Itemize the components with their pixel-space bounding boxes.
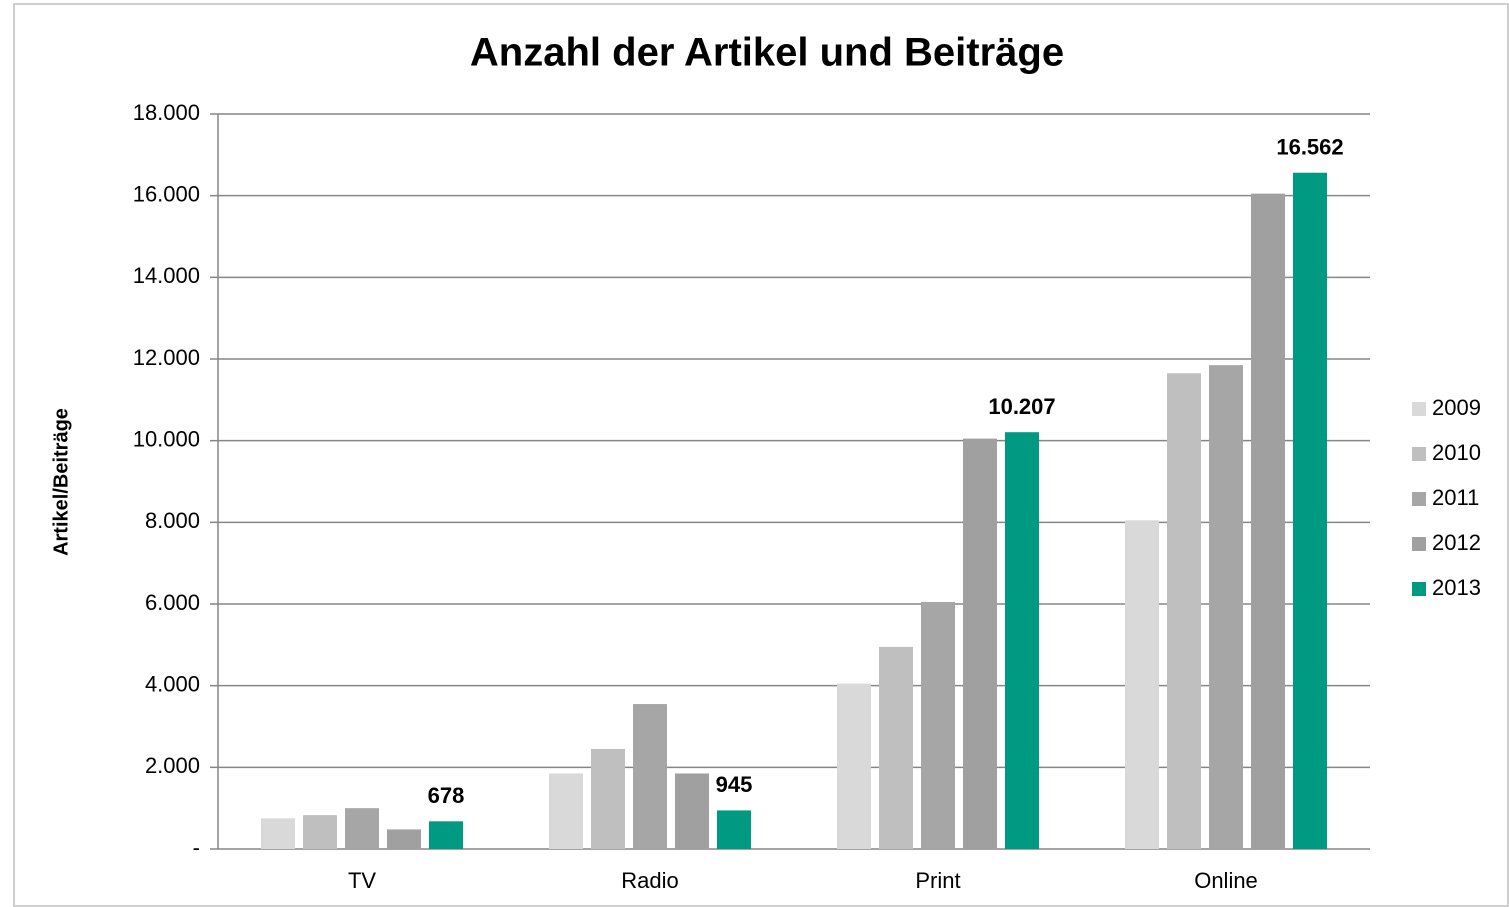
bar — [1251, 193, 1285, 849]
bar — [1125, 520, 1159, 849]
legend-label: 2009 — [1432, 395, 1481, 420]
chart-title: Anzahl der Artikel und Beiträge — [470, 31, 1064, 75]
y-axis-label: Artikel/Beiträge — [50, 408, 72, 556]
bar — [261, 818, 295, 849]
bar — [345, 808, 379, 849]
y-tick-label: 18.000 — [133, 100, 200, 125]
x-tick-label: Print — [915, 868, 960, 893]
y-tick-label: 4.000 — [145, 671, 200, 696]
y-tick-label: 14.000 — [133, 263, 200, 288]
y-tick-label: 6.000 — [145, 590, 200, 615]
bar — [429, 821, 463, 849]
bar — [303, 815, 337, 849]
legend-swatch — [1412, 447, 1426, 461]
x-tick-label: TV — [348, 868, 376, 893]
data-label: 678 — [428, 783, 465, 808]
data-label: 10.207 — [988, 394, 1055, 419]
bar — [963, 438, 997, 849]
legend-label: 2011 — [1432, 485, 1479, 510]
bar — [387, 829, 421, 849]
bar — [549, 773, 583, 849]
y-tick-label: 12.000 — [133, 345, 200, 370]
legend-swatch — [1412, 582, 1426, 596]
data-label: 945 — [716, 772, 753, 797]
y-tick-label: 2.000 — [145, 753, 200, 778]
bar — [1293, 172, 1327, 850]
data-label: 16.562 — [1276, 135, 1343, 160]
chart-border — [13, 3, 1509, 907]
legend-label: 2012 — [1432, 530, 1481, 555]
legend-swatch — [1412, 492, 1426, 506]
y-tick-label: 10.000 — [133, 426, 200, 451]
x-tick-label: Radio — [621, 868, 678, 893]
bar — [633, 704, 667, 849]
x-tick-label: Online — [1194, 868, 1258, 893]
y-tick-label: 16.000 — [133, 181, 200, 206]
legend-label: 2010 — [1432, 440, 1481, 465]
bar — [1209, 365, 1243, 849]
bar — [921, 601, 955, 849]
bar — [717, 810, 751, 849]
bar — [879, 646, 913, 849]
y-tick-label: - — [193, 835, 200, 860]
bar — [591, 748, 625, 849]
bar — [1167, 373, 1201, 849]
bar — [675, 773, 709, 849]
legend-label: 2013 — [1432, 575, 1481, 600]
legend-swatch — [1412, 537, 1426, 551]
bar — [837, 683, 871, 849]
legend-swatch — [1412, 402, 1426, 416]
bar — [1005, 432, 1039, 849]
y-tick-label: 8.000 — [145, 508, 200, 533]
